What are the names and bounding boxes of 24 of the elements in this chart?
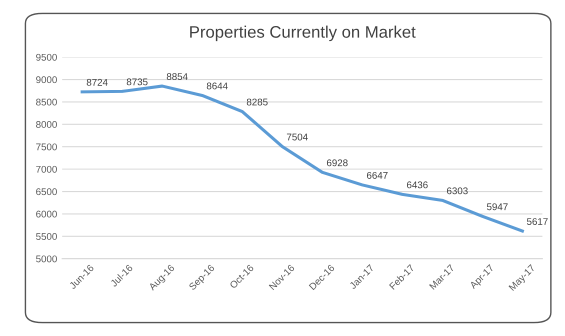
y-tick-label: 5000 [36,255,57,262]
y-tick-label: 7000 [36,166,57,173]
data-label: 8735 [126,78,148,86]
data-label: 8285 [246,98,268,106]
data-label: 8644 [206,82,228,90]
y-tick-label: 6500 [36,188,57,196]
data-label: 5617 [526,218,548,225]
data-label: 6436 [406,181,428,188]
data-label: 7504 [286,134,308,140]
data-label: 6647 [366,172,388,179]
data-label: 8854 [166,73,188,80]
data-label: 6303 [447,187,468,194]
data-label: 8724 [86,78,108,86]
y-tick-label: 9000 [36,76,57,84]
chart-title: Properties Currently on Market [190,26,416,42]
data-label: 6928 [326,159,348,166]
y-tick-label: 5500 [36,233,57,240]
line-series [80,84,524,233]
y-tick-label: 7500 [36,143,57,150]
y-tick-label: 6000 [36,210,57,218]
y-tick-label: 8000 [36,121,57,128]
data-label: 5947 [486,203,508,210]
y-tick-label: 8500 [36,98,57,106]
y-tick-label: 9500 [36,54,57,61]
